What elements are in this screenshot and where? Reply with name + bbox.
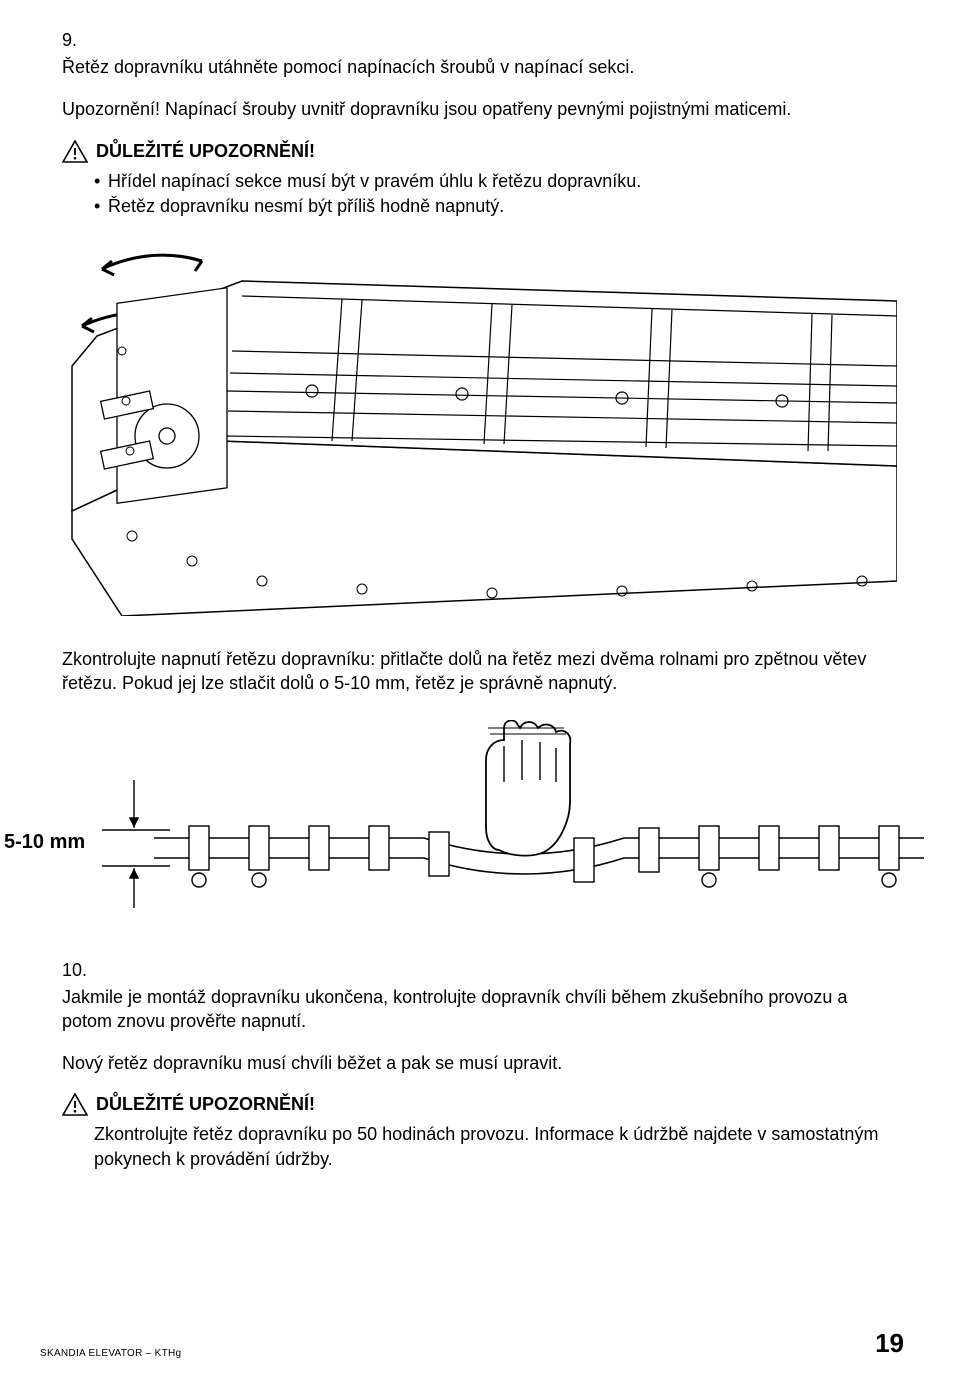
warning-2: DŮLEŽITÉ UPOZORNĚNÍ! Zkontrolujte řetěz … [62,1093,896,1171]
chain-link [189,826,209,887]
dimension-label: 5-10 mm [4,831,85,853]
figure-hand-chain: 5-10 mm [4,720,932,920]
footer-doc-id: SKANDIA ELEVATOR – KTHg [40,1348,181,1359]
figure-conveyor [62,241,897,621]
page-number: 19 [875,1328,904,1359]
warning-icon [62,1093,88,1116]
paragraph: Zkontrolujte napnutí řetězu dopravníku: … [62,647,896,696]
paragraph: Upozornění! Napínací šrouby uvnitř dopra… [62,97,896,121]
hand-icon [486,720,570,855]
warning-icon [62,140,88,163]
paragraph: Řetěz dopravníku utáhněte pomocí napínac… [62,55,896,79]
warning-title: DŮLEŽITÉ UPOZORNĚNÍ! [96,141,315,162]
bullet-item: Hřídel napínací sekce musí být v pravém … [94,169,896,194]
step-10: 10. Jakmile je montáž dopravníku ukončen… [62,960,896,1076]
warning-bullets: Hřídel napínací sekce musí být v pravém … [62,169,896,219]
step-number: 9. [62,30,896,51]
warning-1: DŮLEŽITÉ UPOZORNĚNÍ! Hřídel napínací sek… [62,140,896,219]
warning-text: Zkontrolujte řetěz dopravníku po 50 hodi… [62,1122,896,1171]
step-number: 10. [62,960,896,981]
step-9: 9. Řetěz dopravníku utáhněte pomocí napí… [62,30,896,122]
page-footer: SKANDIA ELEVATOR – KTHg 19 [0,1328,960,1359]
paragraph: Nový řetěz dopravníku musí chvíli běžet … [62,1051,896,1075]
bullet-item: Řetěz dopravníku nesmí být příliš hodně … [94,194,896,219]
warning-title: DŮLEŽITÉ UPOZORNĚNÍ! [96,1094,315,1115]
paragraph: Jakmile je montáž dopravníku ukončena, k… [62,985,896,1034]
